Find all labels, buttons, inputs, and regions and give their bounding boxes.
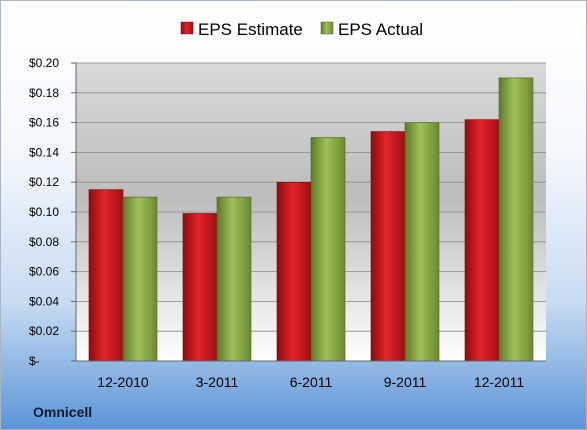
y-tick-label: $0.20 bbox=[29, 56, 59, 70]
bar-actual bbox=[404, 122, 440, 362]
bars bbox=[88, 77, 534, 362]
legend-label-estimate: EPS Estimate bbox=[198, 20, 303, 39]
bar-actual bbox=[122, 196, 158, 362]
y-tick-label: $0.04 bbox=[29, 294, 59, 308]
y-tick-label: $0.02 bbox=[29, 324, 59, 338]
x-tick-label: 6-2011 bbox=[290, 374, 333, 390]
bar-estimate bbox=[276, 181, 312, 362]
x-axis: 12-2010 3-2011 6-2011 9-2011 12-2011 bbox=[76, 360, 546, 390]
y-axis: $- $0.02 $0.04 $0.06 $0.08 $0.10 $0.12 $0.14 $0.… bbox=[29, 56, 77, 368]
legend-label-actual: EPS Actual bbox=[338, 20, 423, 39]
y-tick-label: $0.12 bbox=[29, 175, 59, 189]
bar-actual bbox=[216, 196, 252, 362]
bar-estimate bbox=[370, 131, 406, 362]
x-tick-label: 9-2011 bbox=[384, 374, 427, 390]
bar-estimate bbox=[88, 189, 124, 362]
company-name: Omnicell bbox=[33, 404, 92, 420]
bar-actual bbox=[498, 77, 534, 362]
legend: EPS Estimate EPS Actual bbox=[180, 20, 423, 39]
bar-estimate bbox=[182, 213, 218, 362]
y-tick-label: $0.06 bbox=[29, 265, 59, 279]
x-tick-label: 3-2011 bbox=[196, 374, 239, 390]
legend-swatch-actual bbox=[320, 21, 334, 35]
y-tick-label: $0.18 bbox=[29, 86, 59, 100]
x-tick-label: 12-2011 bbox=[474, 374, 525, 390]
legend-swatch-estimate bbox=[180, 21, 194, 35]
x-tick-label: 12-2010 bbox=[97, 374, 149, 390]
y-tick-label: $0.14 bbox=[29, 145, 59, 159]
y-tick-label: $0.16 bbox=[29, 116, 59, 130]
y-tick-label: $- bbox=[29, 354, 40, 368]
bar-estimate bbox=[464, 119, 500, 362]
y-tick-label: $0.08 bbox=[29, 235, 59, 249]
y-tick-label: $0.10 bbox=[29, 205, 59, 219]
bar-actual bbox=[310, 137, 346, 362]
